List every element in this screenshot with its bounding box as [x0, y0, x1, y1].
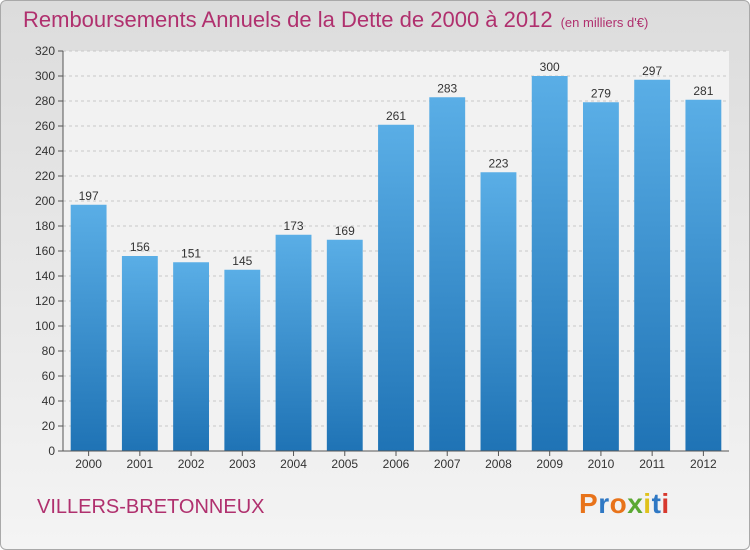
y-tick-label: 260: [35, 119, 55, 133]
x-tick-label: 2004: [280, 457, 307, 471]
logo-letter: o: [609, 488, 628, 519]
logo-letter: i: [643, 488, 652, 519]
bar: [429, 97, 466, 451]
chart-title: Remboursements Annuels de la Dette de 20…: [23, 7, 648, 33]
x-tick-label: 2007: [434, 457, 461, 471]
x-tick-label: 2006: [383, 457, 410, 471]
y-tick-label: 320: [35, 44, 55, 58]
location-name: VILLERS-BRETONNEUX: [37, 496, 265, 518]
x-tick-label: 2001: [126, 457, 153, 471]
bar-value-label: 169: [335, 224, 355, 238]
bar-value-label: 173: [284, 219, 304, 233]
y-tick-label: 80: [42, 344, 56, 358]
y-tick-label: 100: [35, 319, 55, 333]
y-tick-label: 200: [35, 194, 55, 208]
y-tick-label: 280: [35, 94, 55, 108]
bar-value-label: 283: [437, 81, 457, 95]
bar-value-label: 261: [386, 109, 406, 123]
bar-value-label: 145: [232, 254, 252, 268]
bar-value-label: 156: [130, 240, 150, 254]
y-tick-label: 160: [35, 244, 55, 258]
y-tick-label: 180: [35, 219, 55, 233]
y-tick-label: 0: [48, 444, 55, 458]
axes: 0 20 40 60 80 100 120 140 160 180 200 220 240 260 280 3…: [35, 44, 729, 471]
y-tick-label: 20: [42, 419, 56, 433]
bar: [582, 102, 619, 451]
y-tick-label: 40: [42, 394, 56, 408]
bar-value-label: 300: [540, 60, 560, 74]
bar: [275, 234, 312, 451]
bar-value-label: 297: [642, 64, 662, 78]
x-tick-label: 2011: [639, 457, 665, 471]
title-unit: (en milliers d'€): [560, 15, 649, 30]
bar: [634, 79, 671, 451]
title-text: Remboursements Annuels de la Dette de 20…: [23, 7, 553, 32]
bar-value-label: 281: [693, 84, 713, 98]
bar-value-label: 223: [488, 156, 508, 170]
proxiti-logo: Proxiti: [579, 488, 670, 520]
y-tick-label: 120: [35, 294, 55, 308]
x-tick-label: 2005: [331, 457, 358, 471]
bar: [70, 204, 107, 451]
logo-letter: i: [661, 488, 670, 519]
bar: [685, 99, 722, 451]
y-tick-label: 240: [35, 144, 55, 158]
bar-value-label: 197: [79, 189, 99, 203]
bar-value-label: 151: [181, 246, 201, 260]
x-tick-label: 2000: [75, 457, 102, 471]
x-tick-label: 2002: [178, 457, 205, 471]
x-tick-label: 2010: [588, 457, 615, 471]
x-tick-label: 2012: [690, 457, 717, 471]
bar: [531, 76, 568, 451]
bar: [378, 124, 414, 451]
logo-letter: P: [579, 488, 599, 519]
y-tick-label: 60: [42, 369, 56, 383]
logo-letter: x: [627, 488, 644, 519]
y-tick-label: 300: [35, 69, 55, 83]
bar: [480, 172, 517, 451]
x-tick-label: 2009: [536, 457, 563, 471]
logo-letter: r: [598, 488, 610, 519]
bar: [173, 262, 210, 451]
bar-value-label: 279: [591, 86, 611, 100]
x-tick-label: 2003: [229, 457, 256, 471]
x-tick-label: 2008: [485, 457, 512, 471]
bar: [121, 256, 158, 451]
logo-letter: t: [651, 488, 662, 519]
y-tick-label: 220: [35, 169, 55, 183]
bar: [224, 269, 261, 451]
y-tick-label: 140: [35, 269, 55, 283]
bar: [326, 239, 363, 451]
bars: 197 156 151 145 173 169 261 283 223 300 279 297 281: [70, 60, 722, 451]
